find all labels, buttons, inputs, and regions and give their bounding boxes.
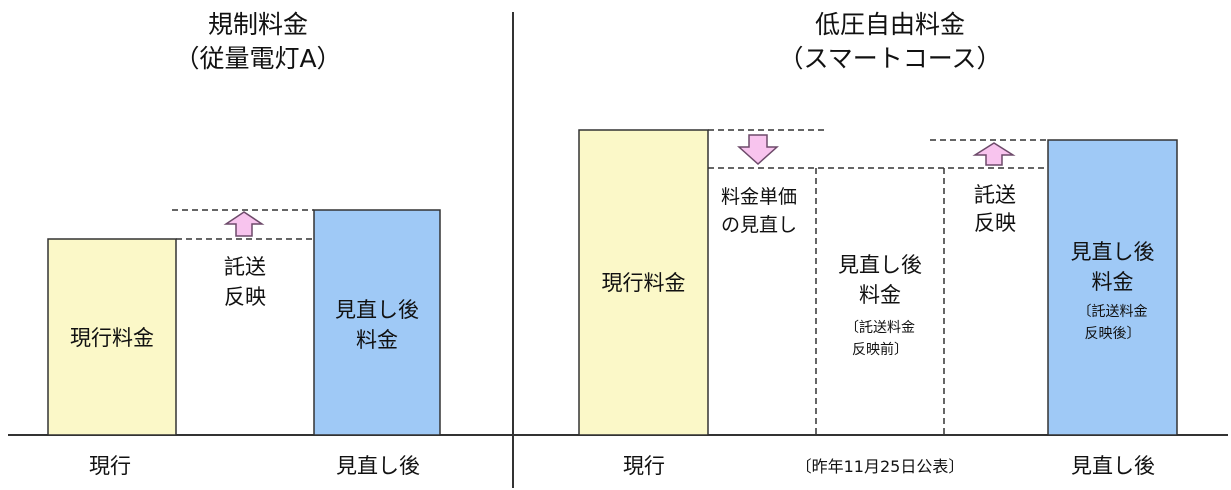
right-axis-current: 現行 bbox=[623, 454, 665, 478]
right-unit-price-label-line1: 料金単価 bbox=[720, 186, 797, 208]
right-delta-label-line2: 反映 bbox=[974, 211, 1016, 235]
right-delta-label-line1: 託送 bbox=[974, 183, 1016, 207]
left-title-line2: （従量電灯A） bbox=[174, 44, 342, 73]
left-delta-label-line1: 託送 bbox=[224, 255, 266, 279]
right-axis-footnote: 〔昨年11月25日公表〕 bbox=[795, 457, 965, 476]
right-current-bar-label: 現行料金 bbox=[601, 271, 686, 295]
right-revised-note-line1: 〔託送料金 bbox=[1077, 304, 1148, 320]
right-down-arrow-icon bbox=[737, 134, 779, 166]
right-mid-note-line2: 反映前〕 bbox=[852, 342, 908, 358]
right-mid-label-line1: 見直し後 bbox=[838, 253, 922, 277]
left-current-bar-label: 現行料金 bbox=[70, 326, 154, 350]
right-current-bar bbox=[578, 129, 709, 436]
right-mid-label-line2: 料金 bbox=[859, 283, 901, 307]
right-unit-price-label-line2: の見直し bbox=[720, 214, 797, 236]
right-title-line1: 低圧自由料金 bbox=[814, 10, 965, 39]
right-title-line2: （スマートコース） bbox=[778, 44, 1002, 73]
left-axis-revised: 見直し後 bbox=[336, 454, 420, 478]
right-revised-bar-label-line1: 見直し後 bbox=[1070, 240, 1155, 264]
left-delta-label-line2: 反映 bbox=[224, 285, 266, 309]
left-title-line1: 規制料金 bbox=[207, 10, 308, 39]
left-revised-bar-label-line2: 料金 bbox=[356, 328, 398, 352]
right-up-arrow-icon bbox=[972, 142, 1016, 166]
left-revised-bar-label-line1: 見直し後 bbox=[335, 298, 419, 322]
left-current-bar bbox=[47, 238, 177, 436]
left-axis-current: 現行 bbox=[89, 454, 131, 478]
right-revised-note-line2: 反映後〕 bbox=[1084, 326, 1141, 342]
left-up-arrow-icon bbox=[223, 211, 265, 237]
right-revised-bar-label-line2: 料金 bbox=[1091, 270, 1134, 294]
right-axis-revised: 見直し後 bbox=[1071, 454, 1155, 478]
right-revised-bar bbox=[1047, 139, 1178, 436]
right-mid-note-line1: 〔託送料金 bbox=[845, 320, 915, 336]
left-revised-bar bbox=[313, 209, 441, 436]
